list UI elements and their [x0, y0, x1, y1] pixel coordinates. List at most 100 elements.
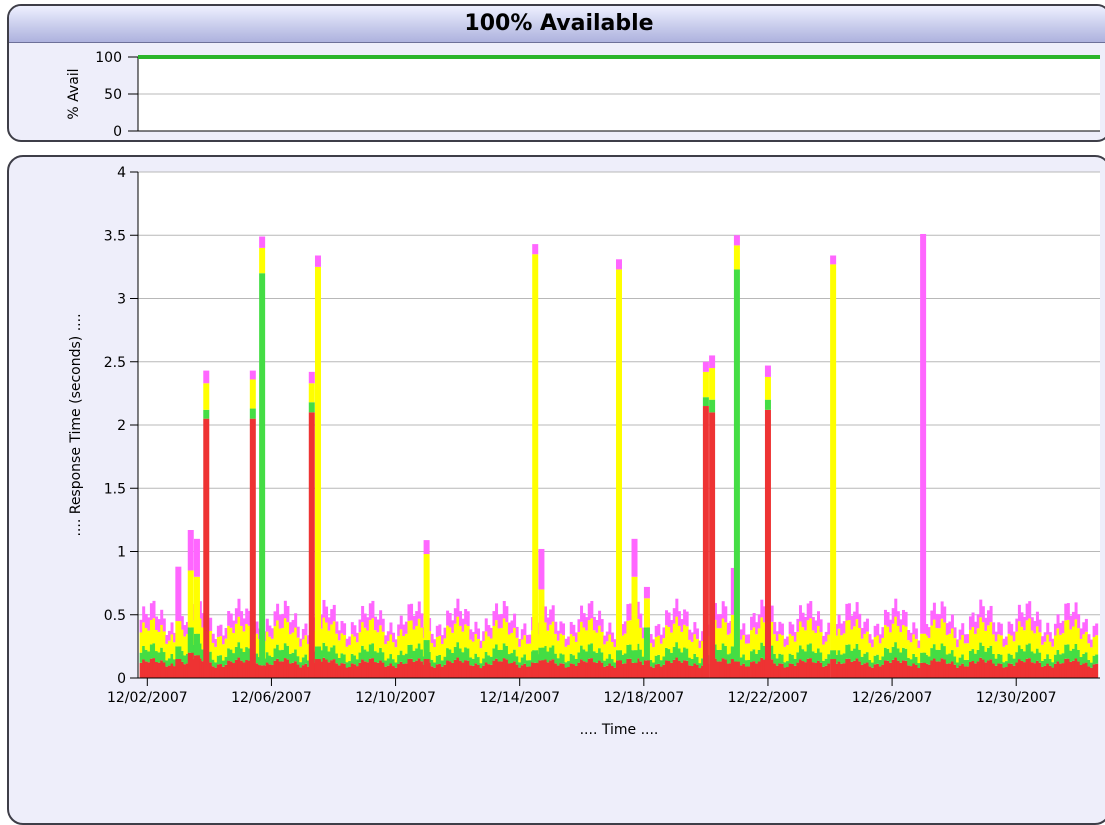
response-bar-segment [585, 651, 589, 663]
response-bar [855, 602, 859, 678]
response-bar-segment [337, 640, 341, 658]
response-bar-segment [294, 661, 298, 678]
response-bar [259, 236, 266, 678]
response-bar-segment [652, 662, 656, 668]
response-bar-segment [175, 659, 182, 678]
response-bar-segment [608, 663, 612, 678]
response-bar-segment [567, 661, 571, 667]
response-bar-segment [702, 361, 709, 372]
response-bar-segment [157, 619, 161, 632]
response-bar-segment [881, 656, 885, 665]
response-bar [871, 639, 875, 678]
response-bar-segment [981, 645, 985, 660]
response-bar-segment [1017, 604, 1021, 622]
response-bar-segment [801, 627, 805, 650]
response-bar-segment [232, 653, 236, 664]
response-bar-segment [760, 642, 764, 658]
response-bar-segment [562, 654, 566, 664]
response-bar [847, 603, 851, 678]
response-bar-segment [288, 622, 292, 635]
response-bar-segment [752, 661, 756, 678]
response-bar-segment [546, 651, 550, 663]
response-bar [780, 623, 784, 678]
response-bar-segment [724, 622, 728, 646]
response-bar-segment [482, 641, 486, 659]
response-bar-segment [167, 658, 171, 666]
response-bar-segment [690, 632, 694, 642]
response-bar-segment [187, 652, 194, 678]
response-bar-segment [587, 603, 591, 621]
response-bar-segment [830, 650, 837, 660]
response-bar-segment [1046, 622, 1050, 635]
response-bar-segment [871, 667, 875, 678]
response-bar-segment [1012, 665, 1016, 678]
response-bar-segment [175, 566, 182, 622]
response-bar [786, 636, 790, 678]
response-bar-segment [170, 622, 174, 635]
response-bar-segment [448, 627, 452, 650]
response-bar-segment [1087, 666, 1091, 678]
response-bar-segment [695, 664, 699, 678]
response-bar-segment [1048, 658, 1052, 666]
response-bar-segment [440, 666, 444, 678]
response-bar [582, 613, 586, 678]
response-bar-segment [430, 643, 434, 660]
response-bar-segment [1066, 658, 1070, 678]
response-bar [448, 613, 452, 678]
response-bar-segment [363, 649, 367, 662]
response-bar [840, 623, 844, 678]
response-bar-segment [798, 645, 802, 660]
response-bar-segment [961, 663, 965, 678]
response-bar [308, 371, 315, 678]
response-bar [350, 622, 354, 678]
response-bar-segment [927, 627, 931, 638]
response-bar-segment [855, 619, 859, 644]
response-bar-segment [863, 621, 867, 634]
response-bar-segment [883, 609, 887, 626]
response-bar-segment [1028, 658, 1032, 678]
response-bar-segment [201, 613, 205, 628]
response-bar [837, 614, 841, 678]
response-bar-segment [590, 600, 594, 619]
response-bar [464, 609, 468, 678]
response-bar-segment [659, 666, 663, 678]
response-bar-segment [497, 628, 501, 650]
response-bar-segment [907, 665, 911, 678]
response-bar-segment [554, 633, 558, 654]
response-x-ticks: 12/02/2007 12/06/2007 12/10/2007 12/14/2007… [107, 678, 1057, 706]
response-bar-segment [247, 610, 251, 626]
response-bar [497, 614, 501, 678]
response-bar-segment [559, 663, 563, 678]
response-bar-segment [796, 652, 800, 663]
response-bar [863, 621, 867, 678]
response-ytick-label: 0 [117, 671, 126, 687]
response-bar [170, 622, 174, 678]
response-bar [296, 626, 300, 678]
response-bar-segment [670, 632, 674, 653]
response-bar-segment [657, 635, 661, 655]
response-bar-segment [528, 634, 532, 644]
response-bar-segment [363, 627, 367, 650]
response-bar [950, 614, 954, 678]
response-bar-segment [240, 660, 244, 678]
response-bar-segment [868, 634, 872, 644]
response-bar-segment [677, 648, 681, 661]
response-bar-segment [1082, 622, 1086, 635]
response-bars [139, 233, 1099, 678]
response-bar [440, 635, 444, 678]
response-bar-segment [160, 624, 164, 648]
response-bar-segment [286, 622, 290, 646]
response-bar [1048, 632, 1052, 678]
response-bar-segment [222, 635, 226, 645]
response-bar-segment [214, 662, 218, 668]
response-bar-segment [999, 623, 1003, 636]
response-bar-segment [1007, 653, 1011, 664]
response-bar-segment [353, 664, 357, 678]
response-bar-segment [585, 617, 589, 631]
response-bar-segment [237, 598, 241, 617]
response-bar-segment [559, 621, 563, 634]
response-bar-segment [340, 653, 344, 664]
response-bar-segment [932, 619, 936, 645]
response-bar-segment [582, 661, 586, 678]
response-bar-segment [435, 625, 439, 637]
